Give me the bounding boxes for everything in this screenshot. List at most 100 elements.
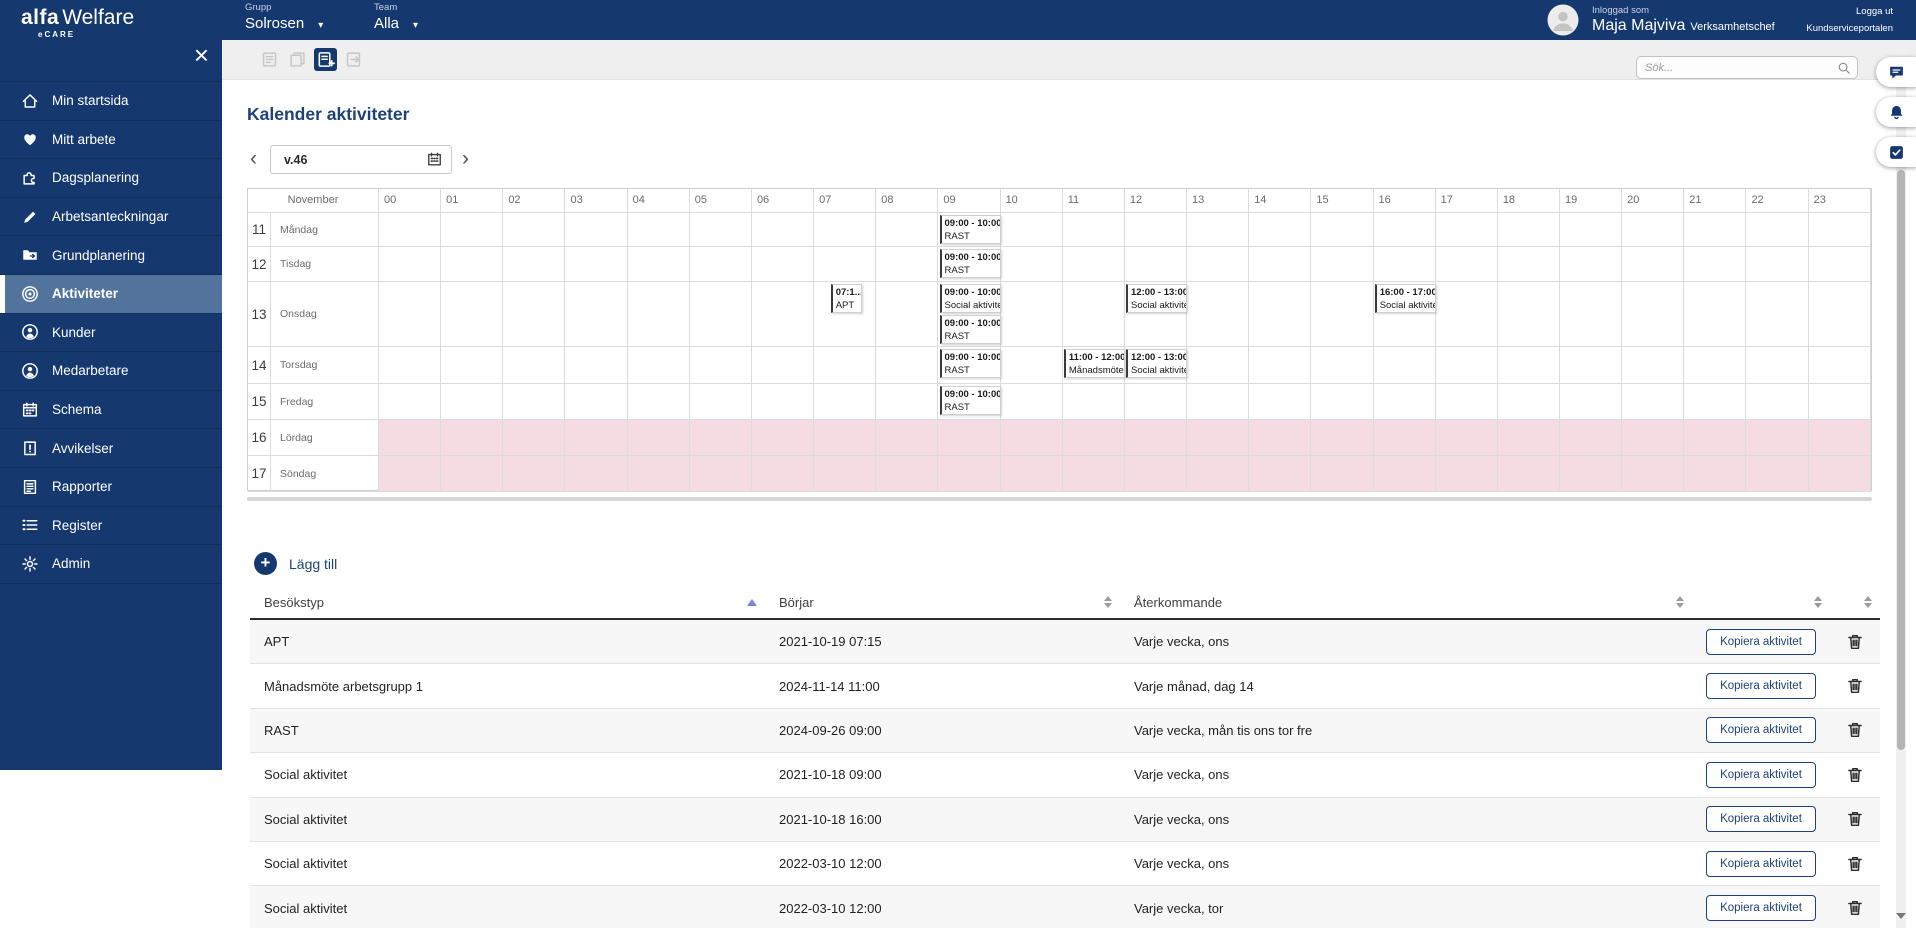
calendar-cell[interactable] (1559, 456, 1623, 492)
calendar-event[interactable]: 09:00 - 10:00 RAST (939, 315, 1001, 344)
calendar-cell[interactable] (1124, 420, 1188, 456)
calendar-cell[interactable] (1808, 282, 1871, 347)
calendar-cell[interactable] (441, 247, 504, 282)
calendar-cell[interactable] (1497, 347, 1560, 384)
calendar-cell[interactable] (1187, 384, 1250, 420)
calendar-cell[interactable] (876, 213, 939, 247)
calendar-horizontal-scrollbar[interactable] (247, 497, 1872, 501)
tasks-button[interactable] (1876, 137, 1916, 167)
calendar-cell[interactable] (1373, 456, 1436, 492)
sidebar-item-register[interactable]: Register (0, 507, 222, 546)
copy-activity-button[interactable]: Kopiera aktivitet (1706, 806, 1816, 833)
calendar-cell[interactable] (1062, 247, 1125, 282)
calendar-cell[interactable] (1746, 213, 1809, 247)
calendar-cell[interactable] (1124, 456, 1188, 492)
delete-activity-button[interactable] (1845, 809, 1865, 829)
calendar-cell[interactable] (1622, 213, 1685, 247)
sidebar-item-dagsplanering[interactable]: Dagsplanering (0, 159, 222, 198)
search-input[interactable] (1645, 58, 1830, 77)
calendar-cell[interactable] (627, 282, 690, 347)
calendar-cell[interactable] (814, 456, 877, 492)
calendar-cell[interactable] (1622, 456, 1685, 492)
calendar-cell[interactable] (689, 456, 752, 492)
calendar-cell[interactable] (1311, 456, 1374, 492)
calendar-cell[interactable] (1373, 282, 1436, 347)
calendar-cell[interactable] (503, 420, 566, 456)
calendar-cell[interactable] (1249, 213, 1312, 247)
calendar-cell[interactable] (1435, 282, 1498, 347)
calendar-cell[interactable] (1249, 282, 1312, 347)
sidebar-item-schema[interactable]: Schema (0, 391, 222, 430)
scroll-down-button[interactable] (1894, 908, 1908, 924)
calendar-cell[interactable] (503, 384, 566, 420)
calendar-event[interactable]: 11:00 - 12:00 Månadsmöte (1063, 349, 1125, 378)
calendar-cell[interactable] (1435, 247, 1498, 282)
toolbar-add-document-button[interactable] (314, 48, 337, 71)
next-week-button[interactable]: › (462, 147, 469, 170)
calendar-cell[interactable] (565, 347, 628, 384)
calendar-cell[interactable] (1249, 247, 1312, 282)
calendar-cell[interactable] (1062, 213, 1125, 247)
calendar-cell[interactable] (1187, 456, 1250, 492)
sidebar-item-medarbetare[interactable]: Medarbetare (0, 352, 222, 391)
calendar-cell[interactable] (1435, 456, 1498, 492)
customer-portal-link[interactable]: Kundserviceportalen (1806, 23, 1893, 34)
column-header-actions-3[interactable] (1692, 586, 1830, 618)
sidebar-item-mitt-arbete[interactable]: Mitt arbete (0, 121, 222, 160)
calendar-cell[interactable] (814, 213, 877, 247)
calendar-event[interactable]: 12:00 - 13:00 Social aktivitet (1126, 284, 1187, 313)
calendar-cell[interactable] (1622, 420, 1685, 456)
calendar-cell[interactable] (751, 213, 815, 247)
calendar-cell[interactable] (751, 384, 815, 420)
calendar-picker-icon[interactable] (426, 151, 443, 168)
calendar-cell[interactable] (1187, 347, 1250, 384)
calendar-cell[interactable] (1187, 282, 1250, 347)
calendar-cell[interactable] (441, 282, 504, 347)
calendar-cell[interactable] (1497, 282, 1560, 347)
calendar-cell[interactable] (1311, 247, 1374, 282)
calendar-cell[interactable] (1124, 282, 1188, 347)
copy-activity-button[interactable]: Kopiera aktivitet (1706, 628, 1816, 655)
calendar-cell[interactable] (1746, 420, 1809, 456)
calendar-cell[interactable] (1249, 347, 1312, 384)
calendar-cell[interactable] (876, 384, 939, 420)
copy-activity-button[interactable]: Kopiera aktivitet (1706, 673, 1816, 700)
calendar-cell[interactable] (1311, 213, 1374, 247)
calendar-cell[interactable] (1497, 384, 1560, 420)
calendar-cell[interactable] (1000, 347, 1063, 384)
sidebar-item-min-startsida[interactable]: Min startsida (0, 82, 222, 121)
calendar-cell[interactable] (751, 420, 815, 456)
calendar-cell[interactable] (1746, 347, 1809, 384)
calendar-cell[interactable] (1684, 247, 1747, 282)
calendar-cell[interactable] (938, 456, 1001, 492)
calendar-cell[interactable] (503, 247, 566, 282)
delete-activity-button[interactable] (1845, 854, 1865, 874)
column-header-Besökstyp[interactable]: Besökstyp (250, 586, 765, 618)
calendar-cell[interactable] (1373, 347, 1436, 384)
calendar-cell[interactable] (441, 213, 504, 247)
delete-activity-button[interactable] (1845, 632, 1865, 652)
calendar-cell[interactable] (1062, 420, 1125, 456)
calendar-cell[interactable] (876, 420, 939, 456)
calendar-cell[interactable] (689, 347, 752, 384)
column-header-actions-4[interactable] (1830, 586, 1880, 618)
sidebar-item-rapporter[interactable]: Rapporter (0, 468, 222, 507)
team-selector[interactable]: Team Alla ▾ (374, 2, 418, 32)
calendar-cell[interactable] (814, 420, 877, 456)
calendar-cell[interactable] (1062, 384, 1125, 420)
calendar-cell[interactable] (565, 247, 628, 282)
calendar-cell[interactable] (379, 456, 442, 492)
week-input[interactable] (284, 149, 419, 170)
calendar-cell[interactable] (565, 213, 628, 247)
copy-activity-button[interactable]: Kopiera aktivitet (1706, 717, 1816, 744)
calendar-cell[interactable] (627, 456, 690, 492)
calendar-cell[interactable] (1373, 247, 1436, 282)
search-icon[interactable] (1837, 61, 1851, 75)
calendar-cell[interactable] (1622, 247, 1685, 282)
calendar-cell[interactable] (751, 456, 815, 492)
delete-activity-button[interactable] (1845, 898, 1865, 918)
calendar-cell[interactable] (627, 420, 690, 456)
calendar-cell[interactable] (1311, 420, 1374, 456)
calendar-cell[interactable] (1249, 456, 1312, 492)
calendar-cell[interactable] (1187, 247, 1250, 282)
